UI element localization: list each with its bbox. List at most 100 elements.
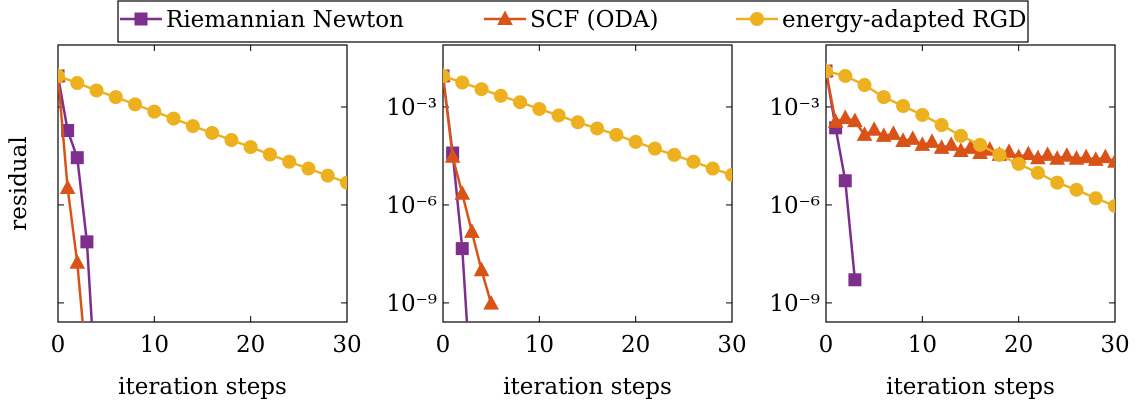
y-tick-label: 10⁻⁹	[386, 291, 437, 317]
x-tick-label: 20	[621, 332, 650, 358]
marker-circle	[973, 137, 988, 152]
marker-circle	[532, 101, 547, 116]
y-tick-label: 10⁻³	[386, 95, 437, 121]
y-tick-label: 10⁻⁶	[769, 193, 820, 219]
marker-circle	[70, 76, 85, 91]
marker-circle	[647, 141, 662, 156]
marker-square	[80, 235, 94, 249]
y-tick-label: 10⁻⁶	[386, 193, 437, 219]
x-tick-label: 30	[1100, 332, 1129, 358]
x-axis-label: iteration steps	[118, 374, 287, 400]
x-tick-label: 30	[717, 332, 746, 358]
marker-square	[838, 174, 852, 188]
marker-circle	[934, 118, 949, 133]
marker-circle	[166, 111, 181, 126]
marker-circle	[838, 68, 853, 83]
marker-triangle	[483, 295, 500, 310]
marker-triangle	[454, 185, 471, 200]
marker-circle	[1088, 191, 1103, 206]
marker-triangle	[473, 261, 490, 277]
marker-circle	[570, 115, 585, 130]
marker-circle	[876, 90, 891, 105]
marker-circle	[493, 88, 508, 103]
marker-circle	[262, 147, 277, 162]
plot-frame	[825, 44, 1116, 323]
series-line	[58, 74, 347, 184]
x-tick-label: 10	[525, 332, 554, 358]
marker-circle	[551, 108, 566, 123]
marker-circle	[205, 125, 220, 140]
x-tick-label: 10	[140, 332, 169, 358]
marker-circle	[301, 161, 316, 176]
series-line	[58, 75, 84, 322]
marker-triangle	[80, 361, 94, 374]
marker-triangle	[464, 223, 480, 238]
y-axis-label: residual	[6, 136, 32, 230]
marker-circle	[128, 97, 143, 112]
x-axis-label: iteration steps	[886, 374, 1055, 400]
legend-label: Riemannian Newton	[166, 7, 404, 33]
marker-square	[91, 395, 103, 407]
marker-triangle	[924, 133, 940, 148]
marker-circle	[915, 107, 930, 122]
marker-circle	[1050, 175, 1065, 190]
marker-circle	[185, 119, 200, 134]
marker-square	[134, 12, 148, 26]
marker-circle	[628, 134, 643, 149]
marker-circle	[1069, 182, 1084, 197]
legend-label: energy-adapted RGD	[782, 7, 1026, 33]
plot-area	[826, 62, 1115, 287]
marker-circle	[455, 75, 470, 90]
marker-circle	[243, 140, 258, 155]
marker-circle	[513, 95, 528, 110]
marker-triangle	[1097, 148, 1114, 164]
marker-circle	[750, 12, 764, 26]
marker-triangle	[444, 148, 461, 163]
plot-area	[443, 67, 732, 322]
marker-circle	[725, 167, 732, 182]
marker-circle	[224, 133, 239, 148]
marker-circle	[320, 168, 335, 183]
marker-triangle	[1078, 148, 1094, 164]
x-tick-label: 10	[908, 332, 937, 358]
x-tick-label: 30	[332, 332, 361, 358]
marker-triangle	[847, 112, 863, 128]
legend-label: SCF (ODA)	[530, 7, 658, 33]
x-tick-label: 20	[1004, 332, 1033, 358]
marker-triangle	[904, 130, 921, 145]
marker-triangle	[1058, 147, 1075, 162]
x-tick-label: 20	[236, 332, 265, 358]
marker-circle	[443, 68, 450, 83]
marker-circle	[609, 127, 624, 142]
series-line	[443, 74, 732, 177]
plot-frame	[442, 44, 733, 323]
marker-circle	[1011, 156, 1026, 171]
plot-area	[58, 67, 347, 407]
x-axis-label: iteration steps	[503, 374, 672, 400]
marker-circle	[705, 161, 720, 176]
series-line	[826, 69, 1115, 208]
marker-circle	[857, 78, 872, 93]
y-tick-label: 10⁻⁹	[769, 291, 820, 317]
legend-box	[117, 0, 1029, 43]
marker-triangle	[885, 125, 902, 140]
marker-circle	[826, 64, 833, 79]
x-tick-label: 0	[436, 332, 451, 358]
marker-circle	[992, 147, 1007, 162]
marker-circle	[590, 121, 605, 136]
marker-circle	[58, 68, 65, 83]
marker-triangle	[59, 179, 76, 194]
marker-square	[848, 273, 862, 287]
marker-circle	[953, 128, 968, 143]
marker-triangle	[497, 10, 513, 25]
marker-triangle	[1039, 146, 1056, 161]
marker-circle	[667, 147, 682, 162]
marker-triangle	[1020, 145, 1037, 161]
marker-circle	[1108, 198, 1115, 213]
marker-square	[455, 242, 469, 256]
marker-circle	[896, 99, 911, 114]
marker-triangle	[69, 254, 86, 269]
marker-triangle	[943, 136, 960, 151]
